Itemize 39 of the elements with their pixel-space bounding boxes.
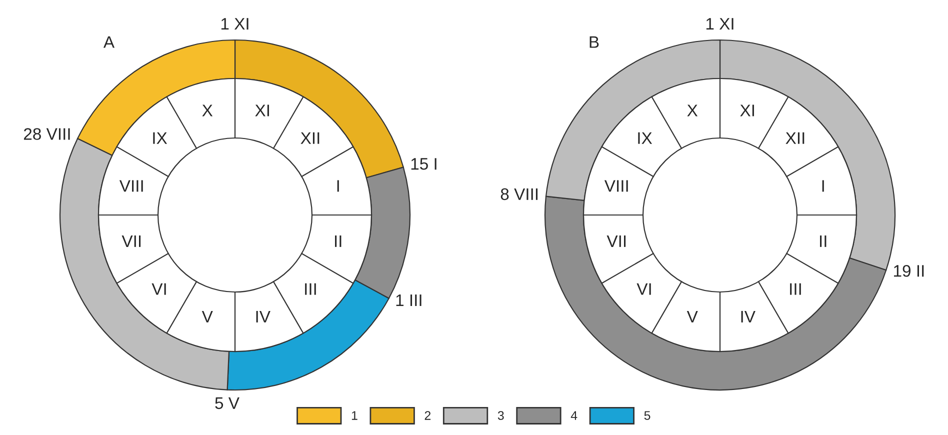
text: VIII	[604, 180, 628, 192]
text: X	[687, 104, 698, 116]
text: VII	[122, 235, 141, 247]
chart-title: A	[103, 36, 115, 48]
chart-title: B	[590, 36, 599, 48]
text: 5 V	[215, 397, 240, 410]
text: II	[335, 235, 342, 247]
text: 15 I	[411, 158, 436, 170]
text: IX	[153, 132, 168, 144]
text: VI	[636, 283, 651, 295]
text: V	[686, 310, 698, 322]
text: 28 VIII	[24, 128, 70, 140]
text: III	[305, 283, 316, 295]
text: II	[820, 235, 826, 247]
text: IV	[256, 310, 270, 322]
legend-label: 1	[352, 411, 358, 420]
text: IX	[638, 132, 652, 144]
text: XII	[786, 132, 804, 144]
text: 1 III	[396, 294, 422, 306]
legend-label: 2	[424, 411, 431, 420]
text: VIII	[119, 180, 143, 192]
text: XI	[740, 104, 754, 116]
legend-label: 4	[570, 411, 578, 420]
text: 1 XI	[706, 18, 734, 30]
text: VI	[152, 283, 166, 295]
text: 19 II	[894, 265, 924, 277]
text: IV	[741, 310, 756, 322]
text: XII	[300, 132, 320, 144]
text: V	[202, 310, 213, 322]
text: I	[337, 180, 339, 192]
legend-label: 3	[498, 411, 504, 420]
text: X	[202, 104, 213, 116]
text: III	[790, 283, 801, 295]
text: I	[822, 180, 824, 192]
text: 8 VIII	[500, 188, 538, 200]
text: VII	[606, 235, 626, 247]
text: 1 XI	[221, 18, 248, 30]
text: XI	[255, 104, 269, 116]
legend-label: 5	[644, 411, 650, 420]
